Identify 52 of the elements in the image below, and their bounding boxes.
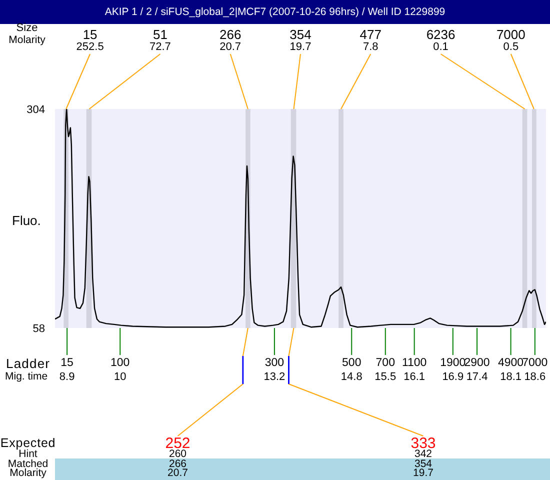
text: 700: [376, 357, 395, 369]
text: 342: [414, 448, 432, 460]
band-label: 354: [290, 26, 312, 42]
text: 2900: [464, 357, 490, 369]
band-label: 51: [152, 26, 168, 42]
x-tick-label: 13.2: [264, 370, 286, 383]
text: Ladder: [6, 356, 50, 370]
x-axis-title: Mig. time: [5, 370, 48, 382]
text: 19.7: [413, 467, 434, 479]
text: 15: [60, 357, 74, 369]
x-tick-label: 16.9: [442, 370, 464, 383]
text: Molarity: [8, 34, 46, 46]
annotation: 252.5: [76, 41, 104, 53]
x-tick-label: 17.4: [466, 370, 488, 383]
annotation: 0.5: [503, 41, 519, 53]
text: Hint: [18, 448, 38, 460]
text: 354: [414, 458, 432, 470]
band-label: 15: [82, 26, 98, 42]
x-tick-label: 8.9: [59, 370, 75, 383]
x-tick-label: 14.8: [340, 370, 362, 383]
annotation: 19.7: [290, 41, 312, 53]
band-label: 266: [220, 26, 242, 42]
text: 260: [168, 448, 187, 460]
text: Expected: [0, 436, 56, 450]
x-tick-label: 16.1: [404, 370, 426, 383]
text: 266: [168, 458, 187, 470]
text: 7000: [522, 357, 548, 369]
text: 20.7: [168, 467, 188, 479]
text: Size: [16, 22, 38, 34]
band-label: 6236: [426, 26, 456, 42]
x-tick-label: 18.6: [524, 370, 546, 383]
x-tick-label: 10: [114, 370, 126, 383]
y-tick-label: 58: [32, 322, 45, 335]
text: 500: [342, 357, 362, 369]
annotation: 0.1: [433, 41, 448, 53]
y-axis-title: Fluo.: [12, 212, 41, 228]
text: 1100: [402, 357, 427, 369]
text: Matched: [8, 458, 48, 470]
text: 1900: [440, 357, 466, 369]
text: 300: [264, 357, 284, 369]
band-label: 7000: [496, 26, 526, 42]
x-tick-label: 15.5: [374, 370, 396, 383]
annotation: 20.7: [220, 41, 242, 53]
text: 4900: [498, 357, 524, 369]
annotation: 7.8: [362, 41, 378, 53]
x-tick-label: 18.1: [500, 370, 522, 383]
y-tick-label: 304: [26, 104, 45, 116]
chart-title: AKIP 1 / 2 / siFUS_global_2|MCF7 (2007-10-26 96hrs) / Well ID 1229899: [104, 6, 446, 18]
annotation: 72.7: [150, 41, 171, 53]
text: Molarity: [10, 467, 48, 479]
band-label: 477: [360, 26, 382, 42]
text: 100: [110, 357, 130, 369]
